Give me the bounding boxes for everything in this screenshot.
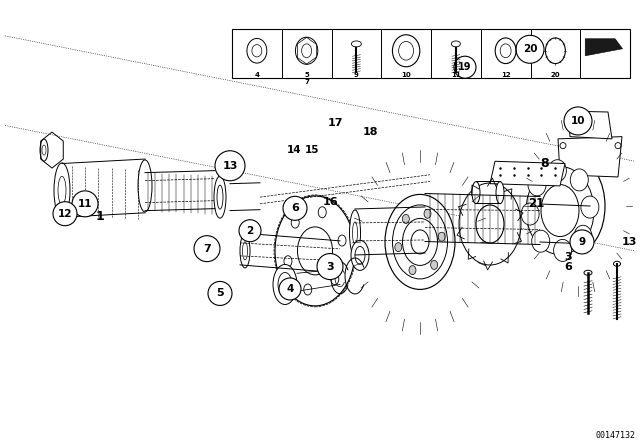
Polygon shape xyxy=(490,161,565,186)
Text: 8: 8 xyxy=(541,157,549,170)
Bar xyxy=(232,29,630,78)
Ellipse shape xyxy=(574,225,592,247)
Ellipse shape xyxy=(395,243,402,252)
Ellipse shape xyxy=(385,194,455,289)
Ellipse shape xyxy=(291,217,300,228)
Ellipse shape xyxy=(138,160,152,212)
Ellipse shape xyxy=(535,204,545,244)
Polygon shape xyxy=(558,137,622,177)
Ellipse shape xyxy=(551,161,605,251)
Ellipse shape xyxy=(438,232,445,241)
Text: 3: 3 xyxy=(326,262,334,271)
Ellipse shape xyxy=(338,235,346,246)
Ellipse shape xyxy=(351,41,362,47)
Text: 11: 11 xyxy=(451,73,461,78)
Circle shape xyxy=(279,278,301,300)
Text: 13: 13 xyxy=(222,161,237,171)
Ellipse shape xyxy=(570,169,588,191)
Ellipse shape xyxy=(304,284,312,295)
Ellipse shape xyxy=(496,181,504,204)
Text: 12: 12 xyxy=(58,209,72,219)
Ellipse shape xyxy=(548,160,566,182)
Text: 00147132: 00147132 xyxy=(595,431,635,440)
Text: 20: 20 xyxy=(550,73,560,78)
Circle shape xyxy=(208,281,232,306)
Ellipse shape xyxy=(240,234,250,268)
Ellipse shape xyxy=(526,167,594,254)
Ellipse shape xyxy=(273,264,297,305)
Text: 12: 12 xyxy=(501,73,511,78)
Text: 18: 18 xyxy=(362,127,378,137)
Text: 15: 15 xyxy=(305,145,319,155)
Circle shape xyxy=(215,151,245,181)
Text: 13: 13 xyxy=(621,237,637,247)
Circle shape xyxy=(239,220,261,242)
Text: 5: 5 xyxy=(216,289,224,298)
Ellipse shape xyxy=(351,241,369,270)
Text: 17: 17 xyxy=(327,118,343,128)
Ellipse shape xyxy=(581,196,599,218)
Ellipse shape xyxy=(54,163,70,218)
Ellipse shape xyxy=(584,270,592,275)
Ellipse shape xyxy=(554,239,572,261)
Ellipse shape xyxy=(349,210,360,256)
Ellipse shape xyxy=(403,215,410,224)
Ellipse shape xyxy=(331,274,339,284)
Ellipse shape xyxy=(424,209,431,218)
Ellipse shape xyxy=(585,206,595,244)
Text: 11: 11 xyxy=(77,199,92,209)
Text: 1: 1 xyxy=(95,210,104,223)
Text: 6: 6 xyxy=(564,262,572,272)
Circle shape xyxy=(516,35,544,63)
Text: 19: 19 xyxy=(458,62,472,72)
Circle shape xyxy=(53,202,77,226)
Text: 6: 6 xyxy=(291,203,299,213)
Text: 14: 14 xyxy=(287,145,301,155)
Text: 2: 2 xyxy=(246,226,253,236)
Text: 4: 4 xyxy=(254,73,259,78)
Circle shape xyxy=(72,191,98,217)
Circle shape xyxy=(283,196,307,220)
Text: 3: 3 xyxy=(564,252,572,262)
Ellipse shape xyxy=(459,183,521,265)
Text: 10: 10 xyxy=(401,73,411,78)
Ellipse shape xyxy=(431,260,438,269)
Ellipse shape xyxy=(275,196,355,306)
Polygon shape xyxy=(585,39,623,56)
Text: 16: 16 xyxy=(322,197,338,207)
Text: 9: 9 xyxy=(579,237,586,247)
Ellipse shape xyxy=(614,261,621,266)
Circle shape xyxy=(564,107,592,135)
Circle shape xyxy=(454,56,476,78)
Text: 9: 9 xyxy=(354,73,359,78)
Ellipse shape xyxy=(420,208,430,254)
Ellipse shape xyxy=(532,230,550,252)
Text: 5
7: 5 7 xyxy=(304,73,309,86)
Circle shape xyxy=(570,230,594,254)
Text: 7: 7 xyxy=(203,244,211,254)
Ellipse shape xyxy=(318,207,326,218)
Ellipse shape xyxy=(472,181,480,204)
Ellipse shape xyxy=(451,41,460,47)
Text: 10: 10 xyxy=(571,116,585,126)
Circle shape xyxy=(317,254,343,280)
Ellipse shape xyxy=(528,174,546,196)
Text: 21: 21 xyxy=(528,197,544,211)
Ellipse shape xyxy=(409,266,416,275)
Ellipse shape xyxy=(521,203,539,225)
Polygon shape xyxy=(568,111,612,139)
Ellipse shape xyxy=(214,176,226,218)
Ellipse shape xyxy=(284,256,292,267)
Text: 20: 20 xyxy=(523,44,537,54)
Circle shape xyxy=(194,236,220,262)
Text: 4: 4 xyxy=(286,284,294,294)
